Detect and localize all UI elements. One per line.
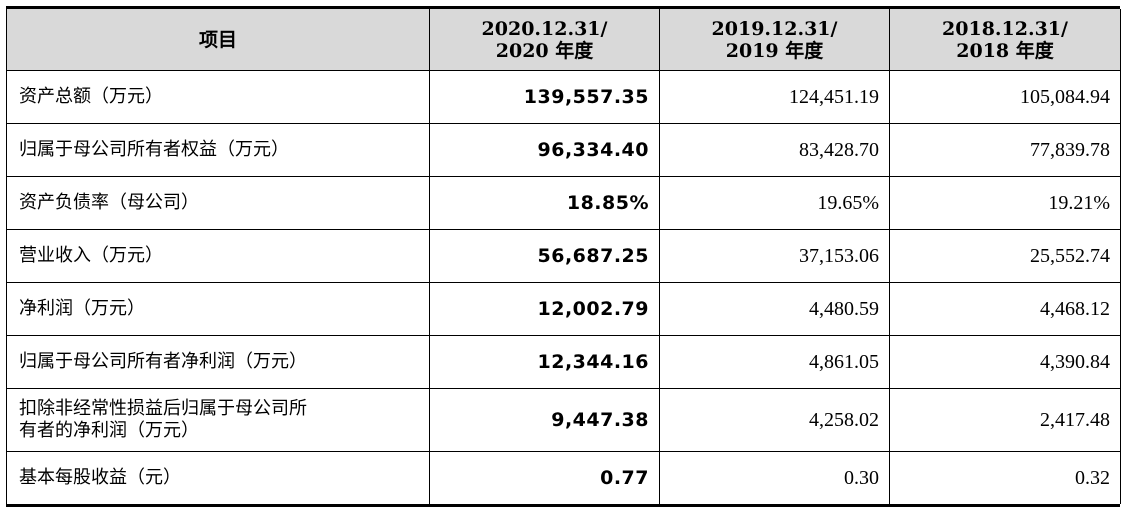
value-2019: 37,153.06 xyxy=(659,229,890,283)
value-2020: 18.85% xyxy=(429,176,660,230)
row-label: 基本每股收益（元） xyxy=(6,451,430,504)
row-label-line-1: 扣除非经常性损益后归属于母公司所 xyxy=(19,398,307,419)
row-label: 归属于母公司所有者权益（万元） xyxy=(6,123,430,177)
value-2019: 0.30 xyxy=(659,451,890,504)
financial-summary-table: 项目 2020.12.31/ 2020 年度 2019.12.31/ 2019 … xyxy=(6,9,1121,504)
value-2018: 19.21% xyxy=(889,176,1121,230)
value-2018: 4,468.12 xyxy=(889,282,1121,336)
value-2019: 4,861.05 xyxy=(659,335,890,389)
table-row-debt-ratio: 资产负债率（母公司） 18.85% 19.65% 19.21% xyxy=(6,176,1121,230)
table-row-revenue: 营业收入（万元） 56,687.25 37,153.06 25,552.74 xyxy=(6,229,1121,283)
value-2019: 83,428.70 xyxy=(659,123,890,177)
table-row-total-assets: 资产总额（万元） 139,557.35 124,451.19 105,084.9… xyxy=(6,70,1121,124)
value-2018: 105,084.94 xyxy=(889,70,1121,124)
value-2019: 4,480.59 xyxy=(659,282,890,336)
row-label: 资产负债率（母公司） xyxy=(6,176,430,230)
financial-table-container: 项目 2020.12.31/ 2020 年度 2019.12.31/ 2019 … xyxy=(6,6,1121,507)
value-2019: 19.65% xyxy=(659,176,890,230)
value-2020: 9,447.38 xyxy=(429,388,660,452)
table-row-parent-net-profit: 归属于母公司所有者净利润（万元） 12,344.16 4,861.05 4,39… xyxy=(6,335,1121,389)
table-row-eps: 基本每股收益（元） 0.77 0.30 0.32 xyxy=(6,451,1121,504)
row-label: 营业收入（万元） xyxy=(6,229,430,283)
table-row-net-profit: 净利润（万元） 12,002.79 4,480.59 4,468.12 xyxy=(6,282,1121,336)
value-2018: 77,839.78 xyxy=(889,123,1121,177)
value-2018: 2,417.48 xyxy=(889,388,1121,452)
value-2019: 124,451.19 xyxy=(659,70,890,124)
row-label: 净利润（万元） xyxy=(6,282,430,336)
value-2018: 4,390.84 xyxy=(889,335,1121,389)
row-label-line-2: 有者的净利润（万元） xyxy=(19,420,199,441)
value-2020: 139,557.35 xyxy=(429,70,660,124)
header-item: 项目 xyxy=(6,9,430,71)
value-2020: 96,334.40 xyxy=(429,123,660,177)
value-2020: 12,344.16 xyxy=(429,335,660,389)
value-2020: 12,002.79 xyxy=(429,282,660,336)
header-2020: 2020.12.31/ 2020 年度 xyxy=(429,9,660,71)
row-label: 扣除非经常性损益后归属于母公司所 有者的净利润（万元） xyxy=(6,388,430,452)
value-2018: 25,552.74 xyxy=(889,229,1121,283)
header-row: 项目 2020.12.31/ 2020 年度 2019.12.31/ 2019 … xyxy=(6,9,1121,71)
row-label: 归属于母公司所有者净利润（万元） xyxy=(6,335,430,389)
table-row-parent-equity: 归属于母公司所有者权益（万元） 96,334.40 83,428.70 77,8… xyxy=(6,123,1121,177)
table-row-adjusted-net-profit: 扣除非经常性损益后归属于母公司所 有者的净利润（万元） 9,447.38 4,2… xyxy=(6,388,1121,452)
value-2018: 0.32 xyxy=(889,451,1121,504)
header-2019: 2019.12.31/ 2019 年度 xyxy=(659,9,890,71)
value-2019: 4,258.02 xyxy=(659,388,890,452)
header-2018: 2018.12.31/ 2018 年度 xyxy=(889,9,1121,71)
row-label: 资产总额（万元） xyxy=(6,70,430,124)
value-2020: 56,687.25 xyxy=(429,229,660,283)
value-2020: 0.77 xyxy=(429,451,660,504)
